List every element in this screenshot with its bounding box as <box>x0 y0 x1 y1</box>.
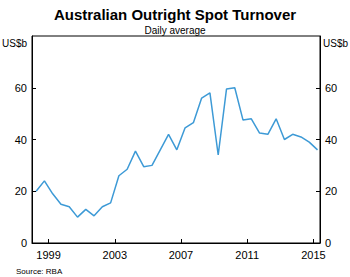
svg-text:20: 20 <box>325 185 337 197</box>
svg-text:US$b: US$b <box>2 38 27 49</box>
svg-text:40: 40 <box>15 134 27 146</box>
svg-text:US$b: US$b <box>323 38 348 49</box>
svg-text:2007: 2007 <box>169 249 193 261</box>
svg-text:60: 60 <box>15 82 27 94</box>
svg-text:60: 60 <box>325 82 337 94</box>
svg-text:Australian Outright Spot Turno: Australian Outright Spot Turnover <box>54 6 296 23</box>
svg-text:40: 40 <box>325 134 337 146</box>
svg-text:1999: 1999 <box>36 249 60 261</box>
svg-text:20: 20 <box>15 185 27 197</box>
svg-text:2015: 2015 <box>301 249 325 261</box>
svg-text:Daily average: Daily average <box>144 25 206 36</box>
svg-text:Source: RBA: Source: RBA <box>16 267 63 276</box>
svg-text:2011: 2011 <box>235 249 259 261</box>
svg-text:2003: 2003 <box>103 249 127 261</box>
svg-text:0: 0 <box>21 237 27 249</box>
svg-text:0: 0 <box>325 237 331 249</box>
